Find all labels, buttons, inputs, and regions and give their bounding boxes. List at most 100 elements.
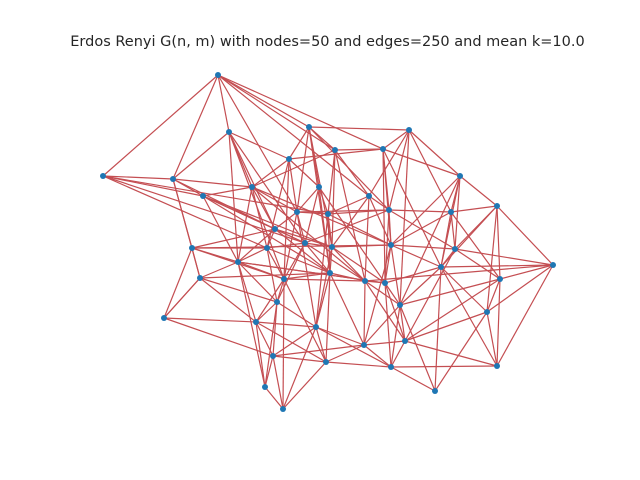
graph-edge bbox=[496, 264, 554, 367]
graph-node bbox=[189, 245, 195, 251]
graph-edge bbox=[237, 261, 266, 388]
graph-node bbox=[272, 226, 278, 232]
graph-edge bbox=[486, 278, 501, 313]
graph-edge bbox=[199, 272, 331, 279]
graph-edge bbox=[237, 247, 268, 263]
graph-edge bbox=[308, 126, 410, 131]
graph-node bbox=[270, 353, 276, 359]
graph-edge bbox=[459, 175, 498, 207]
graph-edge bbox=[399, 278, 501, 306]
graph-node bbox=[302, 240, 308, 246]
graph-edge bbox=[228, 131, 276, 230]
graph-edge bbox=[318, 186, 329, 215]
graph-edge bbox=[363, 244, 392, 346]
graph-edge bbox=[304, 209, 390, 244]
graph-edge bbox=[266, 242, 306, 249]
graph-edge bbox=[304, 186, 320, 244]
graph-edge bbox=[282, 278, 285, 410]
graph-node bbox=[494, 363, 500, 369]
graph-edge bbox=[399, 129, 410, 306]
graph-edge bbox=[399, 175, 461, 306]
graph-edge bbox=[450, 205, 498, 213]
graph-node bbox=[323, 359, 329, 365]
graph-edge bbox=[274, 228, 333, 248]
graph-edge bbox=[251, 186, 366, 282]
graph-edge bbox=[368, 129, 410, 197]
graph-edge bbox=[102, 175, 329, 215]
graph-edge bbox=[191, 228, 276, 249]
graph-edge bbox=[454, 248, 501, 280]
graph-edge bbox=[496, 278, 501, 367]
graph-edge bbox=[217, 74, 336, 151]
graph-edge bbox=[388, 209, 392, 246]
graph-edge bbox=[217, 74, 384, 150]
graph-edge bbox=[237, 261, 285, 280]
graph-edge bbox=[390, 211, 452, 246]
graph-edge bbox=[264, 355, 274, 388]
graph-node bbox=[494, 203, 500, 209]
graph-node bbox=[281, 276, 287, 282]
graph-node bbox=[327, 270, 333, 276]
graph-edge bbox=[272, 355, 284, 410]
graph-edge bbox=[282, 326, 317, 410]
graph-edge bbox=[454, 175, 461, 250]
graph-edge bbox=[315, 272, 331, 328]
graph-edge bbox=[102, 175, 174, 180]
graph-edge bbox=[251, 158, 290, 188]
graph-node bbox=[452, 246, 458, 252]
graph-node bbox=[294, 209, 300, 215]
graph-edge bbox=[486, 205, 498, 313]
graph-edge bbox=[264, 301, 278, 388]
graph-edge bbox=[163, 317, 257, 323]
graph-edge bbox=[384, 282, 392, 368]
graph-edge bbox=[266, 247, 285, 280]
graph-edge bbox=[499, 264, 554, 280]
graph-node bbox=[170, 176, 176, 182]
graph-node bbox=[438, 264, 444, 270]
graph-edge bbox=[382, 148, 461, 177]
graph-edge bbox=[334, 149, 370, 197]
graph-edge bbox=[404, 311, 488, 342]
graph-edge bbox=[266, 228, 276, 249]
graph-edge bbox=[450, 211, 456, 250]
graph-edge bbox=[217, 74, 310, 128]
graph-edge bbox=[363, 340, 406, 346]
graph-edge bbox=[334, 149, 366, 282]
graph-edge bbox=[172, 131, 230, 180]
graph-edge bbox=[404, 340, 498, 367]
graph-edge bbox=[399, 304, 436, 392]
graph-edge bbox=[325, 344, 365, 363]
graph-edge bbox=[217, 74, 298, 213]
graph-edge bbox=[237, 261, 386, 284]
graph-edge bbox=[272, 344, 365, 357]
graph-edge bbox=[486, 311, 498, 367]
graph-edge bbox=[296, 211, 317, 328]
graph-node bbox=[402, 338, 408, 344]
graph-edge bbox=[255, 321, 266, 388]
graph-node bbox=[286, 156, 292, 162]
graph-edge bbox=[363, 344, 392, 368]
graph-edge bbox=[274, 211, 298, 230]
graph-edge bbox=[331, 195, 370, 248]
graph-node bbox=[362, 278, 368, 284]
graph-edge bbox=[364, 195, 370, 282]
graph-edge bbox=[390, 244, 401, 306]
graph-edge bbox=[315, 326, 365, 346]
graph-edge bbox=[388, 209, 452, 213]
graph-edge bbox=[363, 280, 366, 346]
graph-edge bbox=[172, 74, 219, 180]
graph-node bbox=[262, 384, 268, 390]
graph-edge bbox=[272, 355, 327, 363]
graph-edge bbox=[255, 321, 317, 328]
graph-node bbox=[497, 276, 503, 282]
graph-edge bbox=[163, 247, 193, 319]
graph-edge bbox=[304, 242, 366, 282]
graph-node bbox=[388, 364, 394, 370]
graph-edge bbox=[283, 278, 366, 282]
graph-node bbox=[100, 173, 106, 179]
graph-edge bbox=[288, 126, 310, 160]
graph-edge bbox=[217, 74, 230, 133]
graph-edge bbox=[390, 244, 456, 250]
